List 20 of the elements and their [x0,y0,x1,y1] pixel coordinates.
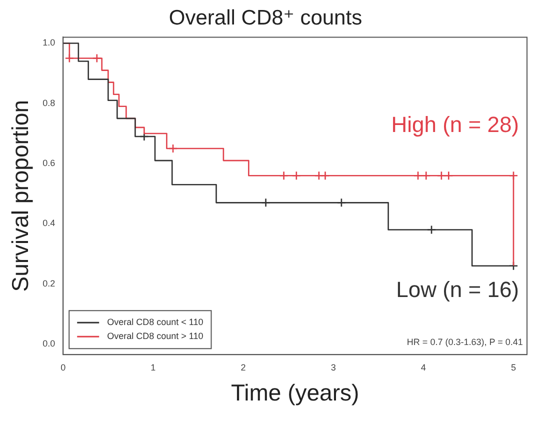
chart-title: Overall CD8⁺ counts [168,6,362,30]
x-tick-label: 0 [60,362,66,372]
y-tick-label: 0.4 [42,218,56,228]
x-tick-label: 5 [510,362,516,372]
y-axis-title: Survival proportion [7,100,34,292]
x-tick-label: 1 [150,362,156,372]
y-tick-label: 0.8 [42,98,56,108]
x-tick-label: 2 [240,362,246,372]
x-axis-title: Time (years) [230,380,360,406]
legend-label: Overal CD8 count < 110 [107,317,204,328]
y-tick-label: 0.2 [42,278,56,288]
annotation: High (n = 28) [391,112,520,138]
annotation: Low (n = 16) [396,277,520,302]
y-tick-label: 0.6 [42,158,56,168]
x-tick-label: 4 [420,362,426,372]
y-tick-label: 0.0 [42,338,56,349]
y-tick-label: 1.0 [42,38,56,48]
legend-label: Overal CD8 count > 110 [107,331,204,342]
annotation: HR = 0.7 (0.3-1.63), P = 0.41 [406,337,523,348]
x-tick-label: 3 [330,362,336,372]
